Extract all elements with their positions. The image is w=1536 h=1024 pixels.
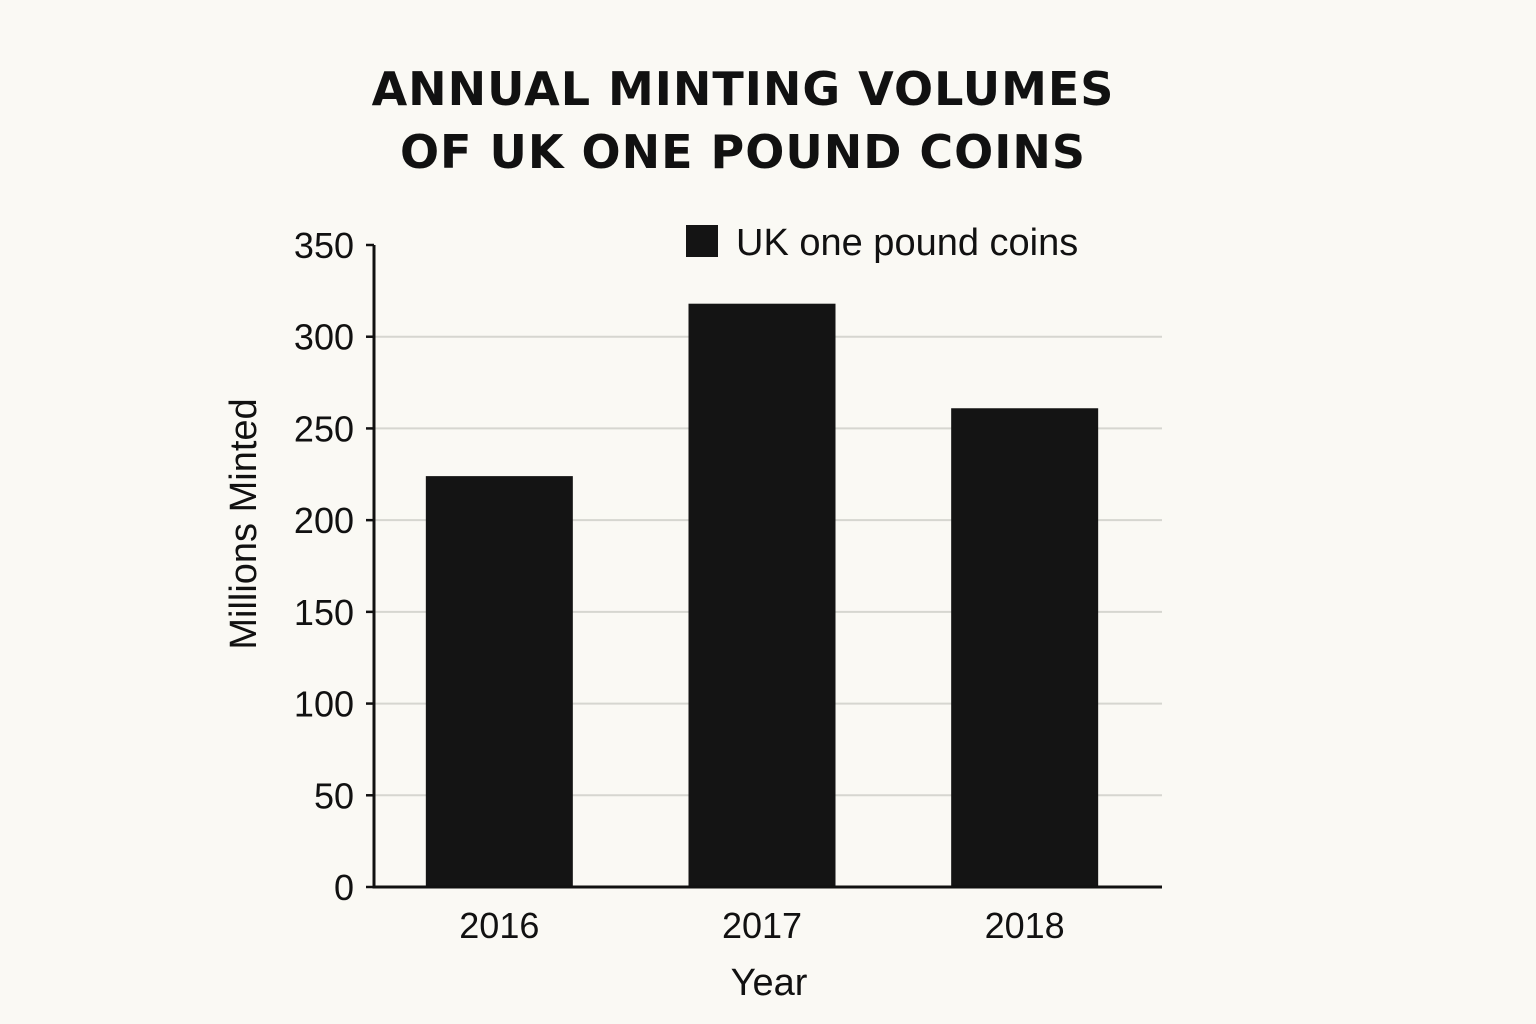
legend-swatch	[686, 225, 718, 257]
x-tick-label: 2018	[985, 905, 1065, 946]
y-tick-label: 200	[294, 500, 354, 541]
chart-title-line-1: ANNUAL MINTING VOLUMES	[371, 62, 1115, 116]
y-tick-label: 250	[294, 408, 354, 449]
y-tick-label: 0	[334, 867, 354, 908]
x-tick-label: 2016	[459, 905, 539, 946]
x-tick-label: 2017	[722, 905, 802, 946]
x-axis-title: Year	[731, 962, 808, 1004]
x-axis-ticks: 2016 2017 2018	[459, 905, 1064, 946]
y-tick-label: 100	[294, 684, 354, 725]
bar-2018	[951, 408, 1099, 887]
y-axis-ticks: 0 50 100 150 200 250 300 350	[294, 225, 374, 908]
legend-label: UK one pound coins	[736, 222, 1078, 264]
bar-2017	[688, 303, 836, 887]
y-tick-label: 150	[294, 592, 354, 633]
y-tick-label: 300	[294, 317, 354, 358]
y-tick-label: 50	[314, 775, 354, 816]
bar-2016	[425, 476, 573, 887]
chart-title-line-2: OF UK ONE POUND COINS	[399, 125, 1087, 179]
y-axis-title: Millions Minted	[223, 398, 265, 649]
chart-title: ANNUAL MINTING VOLUMES OF UK ONE POUND C…	[0, 58, 1486, 184]
y-tick-label: 350	[294, 225, 354, 266]
bars	[425, 303, 1099, 887]
legend: UK one pound coins	[686, 222, 1078, 264]
